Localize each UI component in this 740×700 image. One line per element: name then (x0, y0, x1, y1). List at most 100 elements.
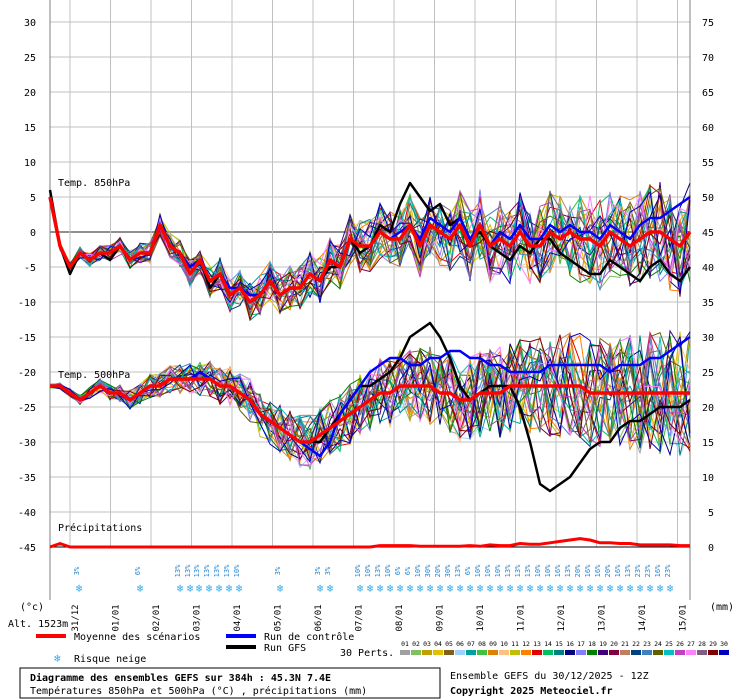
left-tick-label: 0 (30, 228, 36, 239)
pert-legend-swatch (554, 650, 564, 655)
right-tick-label: 45 (702, 228, 714, 239)
snow-pct-label: 6% (464, 566, 472, 575)
left-tick-label: -20 (18, 368, 36, 379)
snow-flake-icon: ❄ (567, 582, 574, 595)
right-tick-label: 70 (702, 53, 714, 64)
pert-500-line (50, 334, 691, 462)
legend-mean-label: Moyenne des scénarios (74, 631, 200, 643)
snow-flake-icon: ❄ (447, 582, 454, 595)
pert-legend-label: 19 (599, 640, 607, 648)
pert-legend-swatch (587, 650, 597, 655)
snow-flake-icon: ❄ (196, 582, 203, 595)
snow-flake-icon: ❄ (397, 582, 404, 595)
snow-pct-label: 3% (314, 566, 322, 575)
right-tick-label: 10 (702, 473, 714, 484)
pert-legend-swatch (719, 650, 729, 655)
pert-500-line (49, 332, 691, 464)
left-tick-label: 30 (24, 18, 36, 29)
footer-ensemble: Ensemble GEFS du 30/12/2025 - 12Z (450, 671, 649, 682)
snow-pct-label: 16% (654, 564, 662, 577)
snow-flake-icon: ❄ (177, 582, 184, 595)
snow-pct-label: 20% (604, 564, 612, 577)
t500-mean-line (50, 377, 690, 444)
snow-pct-label: 23% (664, 564, 672, 577)
pert-legend-label: 30 (720, 640, 728, 648)
pert-legend-label: 29 (709, 640, 717, 648)
snow-pct-label: 23% (634, 564, 642, 577)
pert-legend-label: 07 (467, 640, 475, 648)
snow-pct-label: 13% (223, 564, 231, 577)
pert-legend-label: 22 (632, 640, 640, 648)
pert-legend-label: 17 (577, 640, 585, 648)
snow-pct-label: 10% (233, 564, 241, 577)
left-tick-label: 10 (24, 158, 36, 169)
pert-legend-swatch (477, 650, 487, 655)
perturbation-legend: 01 02 03 04 05 06 07 08 09 10 11 12 13 14 15 16 17 18 19 20… (400, 640, 729, 655)
x-date-label: 05/01 (274, 604, 284, 631)
x-date-label: 02/01 (152, 604, 162, 631)
pert-legend-label: 06 (456, 640, 464, 648)
left-tick-label: 5 (30, 193, 36, 204)
pert-legend-swatch (400, 650, 410, 655)
footer-subtitle: Températures 850hPa et 500hPa (°C) , pré… (30, 685, 367, 697)
x-date-label: 07/01 (355, 604, 365, 631)
pert-legend-label: 11 (511, 640, 519, 648)
legend: Moyenne des scénarios Run de contrôle Ru… (36, 631, 729, 665)
x-date-label: 31/12 (71, 604, 81, 631)
t850-mean-line (48, 196, 692, 304)
snow-flake-icon: ❄ (437, 582, 444, 595)
pert-legend-swatch (675, 650, 685, 655)
pert-legend-label: 05 (445, 640, 453, 648)
pert-legend-swatch (620, 650, 630, 655)
snow-flake-icon: ❄ (517, 582, 524, 595)
pert-legend-label: 20 (610, 640, 618, 648)
label-t850: Temp. 850hPa (58, 178, 130, 189)
snow-pct-label: 13% (504, 564, 512, 577)
altitude-label: Alt. 1523m (8, 619, 68, 630)
snow-flake-icon: ❄ (327, 582, 334, 595)
pert-legend-swatch (444, 650, 454, 655)
snow-flake-icon: ❄ (497, 582, 504, 595)
pert-legend-label: 23 (643, 640, 651, 648)
snow-flake-icon: ❄ (527, 582, 534, 595)
snow-pct-label: 13% (454, 564, 462, 577)
pert-legend-label: 13 (533, 640, 541, 648)
x-date-label: 14/01 (638, 604, 648, 631)
snow-pct-label: 10% (364, 564, 372, 577)
x-date-label: 12/01 (557, 604, 567, 631)
left-tick-label: 20 (24, 88, 36, 99)
snow-flake-icon: ❄ (637, 582, 644, 595)
right-tick-label: 35 (702, 298, 714, 309)
snow-flake-icon: ❄ (467, 582, 474, 595)
snow-flake-icon: ❄ (357, 582, 364, 595)
right-tick-label: 60 (702, 123, 714, 134)
snow-flake-icon: ❄ (587, 582, 594, 595)
label-t500: Temp. 500hPa (58, 370, 130, 381)
pert-legend-label: 26 (676, 640, 684, 648)
pert-legend-swatch (422, 650, 432, 655)
snow-pct-label: 10% (544, 564, 552, 577)
pert-legend-swatch (598, 650, 608, 655)
pert-legend-swatch (411, 650, 421, 655)
snow-flake-icon: ❄ (407, 582, 414, 595)
snow-pct-label: 16% (554, 564, 562, 577)
right-tick-label: 5 (708, 508, 714, 519)
snow-flake-icon: ❄ (387, 582, 394, 595)
snow-pct-label: 10% (534, 564, 542, 577)
pert-legend-swatch (521, 650, 531, 655)
snow-flake-icon: ❄ (647, 582, 654, 595)
snow-pct-label: 16% (614, 564, 622, 577)
snow-flake-icon: ❄ (317, 582, 324, 595)
right-tick-label: 55 (702, 158, 714, 169)
right-tick-label: 25 (702, 368, 714, 379)
pert-legend-label: 08 (478, 640, 486, 648)
right-unit-label: (mm) (710, 602, 734, 613)
snow-pct-label: 20% (574, 564, 582, 577)
left-tick-label: 25 (24, 53, 36, 64)
snow-flake-icon: ❄ (367, 582, 374, 595)
pert-legend-label: 10 (500, 640, 508, 648)
left-tick-label: -5 (24, 263, 36, 274)
left-tick-label: -35 (18, 473, 36, 484)
snow-flake-icon: ❄ (577, 582, 584, 595)
